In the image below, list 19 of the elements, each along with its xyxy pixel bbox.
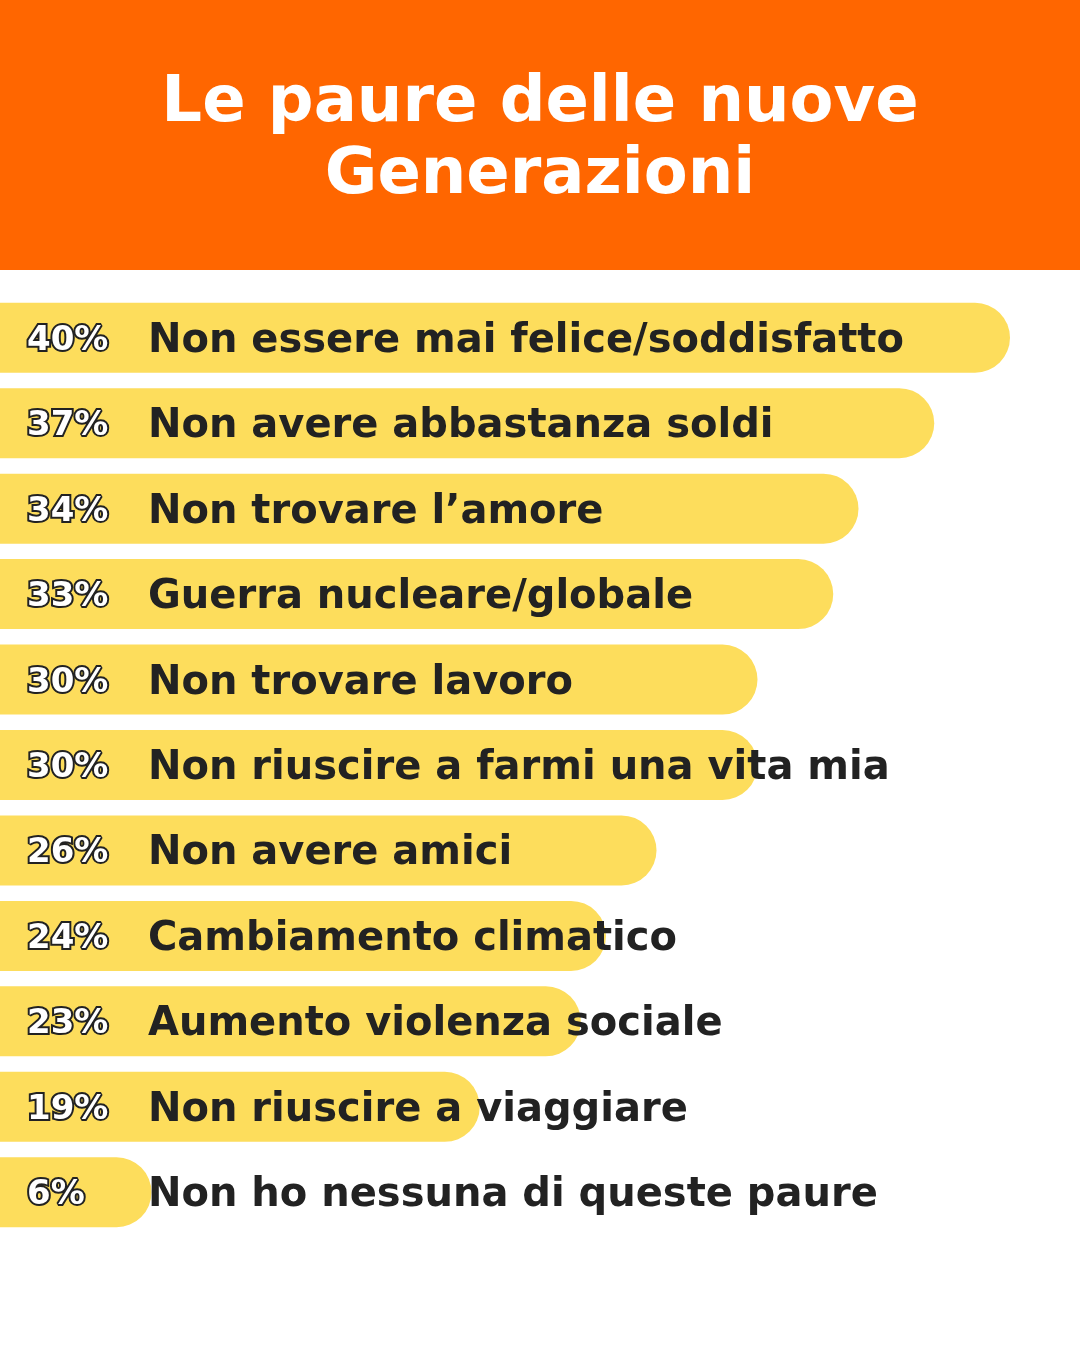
y-tick-label: Non avere abbastanza soldi bbox=[148, 400, 774, 447]
y-tick-label: Non essere mai felice/soddisfatto bbox=[148, 314, 904, 361]
data-label: 33% bbox=[27, 574, 109, 615]
y-tick-label: Non trovare lavoro bbox=[148, 656, 573, 703]
data-label: 26% bbox=[27, 830, 109, 871]
y-tick-label: Non avere amici bbox=[148, 827, 513, 874]
data-label: 19% bbox=[27, 1086, 109, 1127]
data-label: 23% bbox=[27, 1001, 109, 1042]
data-label: 34% bbox=[27, 488, 109, 529]
data-label: 30% bbox=[27, 745, 109, 785]
data-label: 6% bbox=[27, 1172, 85, 1213]
data-label: 37% bbox=[27, 403, 109, 444]
y-tick-label: Non ho nessuna di queste paure bbox=[148, 1169, 878, 1216]
data-label: 30% bbox=[27, 659, 109, 700]
data-label: 24% bbox=[27, 915, 109, 956]
y-tick-label: Guerra nucleare/globale bbox=[148, 571, 694, 618]
y-tick-label: Non trovare l’amore bbox=[148, 485, 604, 532]
chart-title: Le paure delle nuove Generazioni bbox=[160, 62, 920, 208]
data-label: 40% bbox=[27, 317, 109, 358]
